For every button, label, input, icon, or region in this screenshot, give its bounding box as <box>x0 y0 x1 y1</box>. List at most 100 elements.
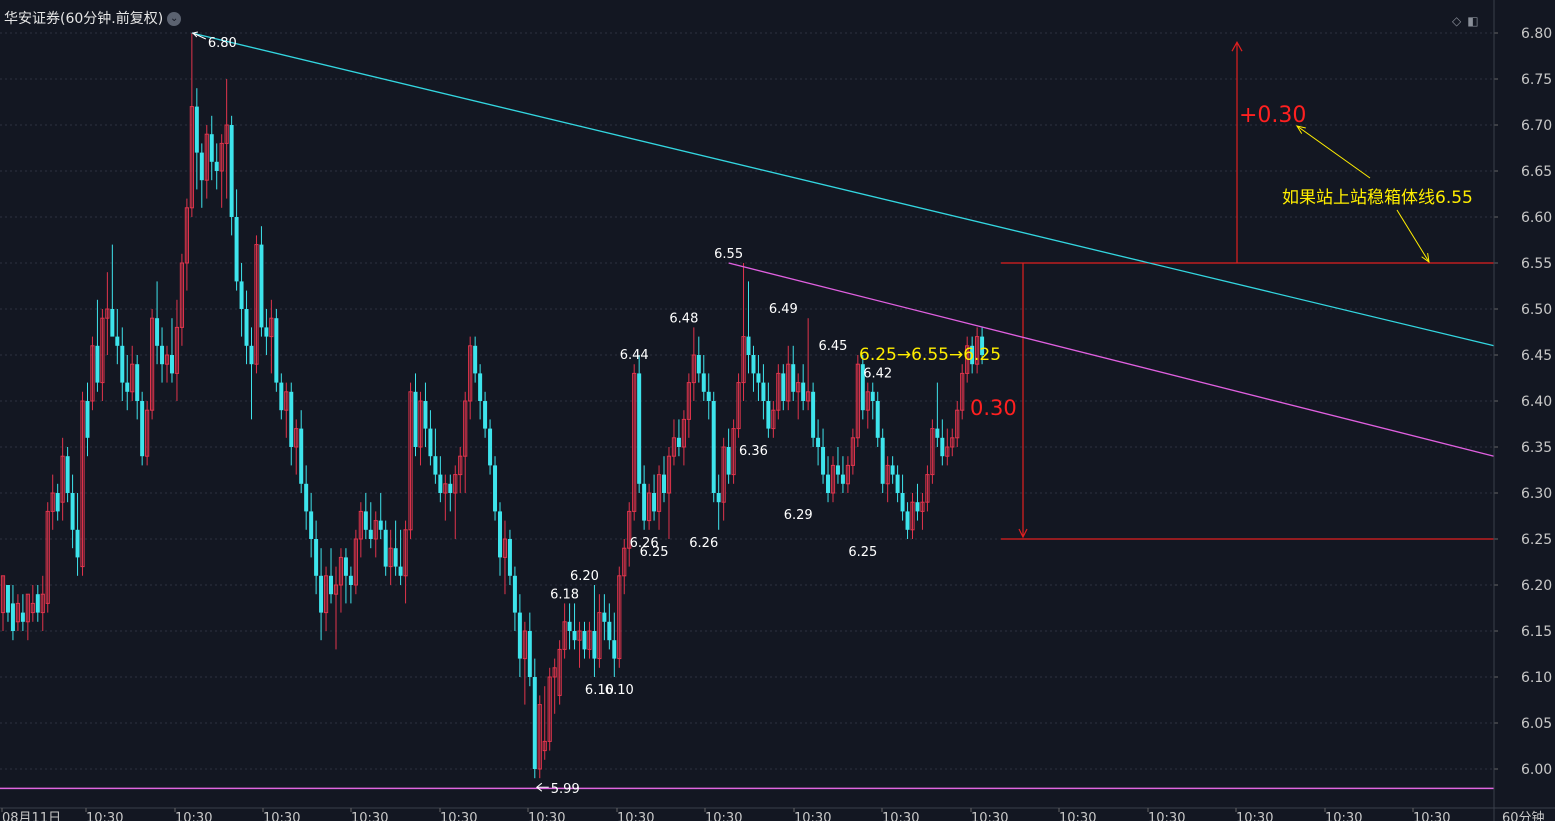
candle-body <box>756 373 761 383</box>
candle <box>741 263 746 401</box>
target-arrow-head <box>1231 40 1243 52</box>
candle-body <box>671 437 677 457</box>
candle-body <box>368 529 373 539</box>
candle-body <box>50 492 55 512</box>
price-label: 6.80 <box>208 36 237 51</box>
candle-body <box>681 418 686 448</box>
candle-body <box>264 327 269 337</box>
chevron-down-icon[interactable]: ⌄ <box>167 12 182 26</box>
candle-body <box>736 382 741 430</box>
candle <box>776 364 781 420</box>
candle-body <box>110 309 115 337</box>
y-tick-label: 6.20 <box>1521 578 1552 594</box>
candle <box>791 345 796 401</box>
y-tick-label: 6.55 <box>1521 256 1552 272</box>
candle-body <box>950 437 955 448</box>
candle-body <box>582 631 587 650</box>
y-tick-label: 6.15 <box>1521 624 1552 640</box>
candle-body <box>150 317 155 411</box>
x-tick-label: 10:30 <box>528 811 565 821</box>
candle <box>418 391 423 466</box>
candle-body <box>174 326 180 374</box>
candle-body <box>473 345 478 374</box>
candle <box>239 263 244 337</box>
candle-body <box>199 152 204 181</box>
candle <box>895 465 900 503</box>
candle <box>557 640 562 705</box>
candle-body <box>323 575 329 614</box>
candle-body <box>642 483 647 521</box>
candle-body <box>761 382 766 401</box>
candle-body <box>55 493 60 512</box>
candle <box>408 382 413 539</box>
candle-body <box>686 382 691 420</box>
candle-body <box>845 464 850 485</box>
price-label: 6.45 <box>819 339 848 354</box>
candle-body <box>483 401 488 429</box>
candle <box>314 520 319 595</box>
candle <box>980 327 985 365</box>
candle-body <box>145 409 150 457</box>
candle <box>637 355 642 493</box>
candle-body <box>304 483 309 512</box>
candle-body <box>532 677 537 769</box>
candle <box>329 548 334 604</box>
x-tick-label: 10:30 <box>971 811 1008 821</box>
candle-body <box>493 465 498 512</box>
candle-body <box>423 401 428 429</box>
candle <box>830 456 836 503</box>
candle <box>150 309 155 420</box>
diamond-icon[interactable]: ◇ <box>1452 14 1462 28</box>
label-leader-head <box>191 31 198 38</box>
panel-toggle-icon[interactable]: ◧ <box>1467 14 1479 28</box>
candle <box>179 253 185 346</box>
candle-body <box>512 575 517 613</box>
candle-body <box>125 382 130 392</box>
candle <box>681 410 686 466</box>
candle <box>498 502 502 576</box>
candle-body <box>353 538 358 586</box>
candle-body <box>70 493 75 530</box>
y-tick-label: 6.35 <box>1521 440 1552 456</box>
candle-body <box>741 336 746 384</box>
candle <box>100 309 105 401</box>
candle <box>567 603 572 650</box>
candle-body <box>179 262 185 328</box>
candle <box>900 474 905 521</box>
candle-body <box>711 401 716 493</box>
price-label: 6.29 <box>784 508 813 523</box>
candle <box>289 382 294 466</box>
candle <box>905 502 910 539</box>
candle <box>90 336 95 411</box>
candle <box>155 281 160 365</box>
candle-body <box>224 124 229 144</box>
candle-body <box>388 547 393 568</box>
candle <box>299 410 304 493</box>
candle <box>761 364 766 420</box>
candle-body <box>299 428 304 484</box>
candle <box>652 474 657 521</box>
candle-body <box>30 602 35 614</box>
candle-body <box>875 401 880 438</box>
candle <box>701 355 706 401</box>
candles <box>0 33 985 779</box>
candle <box>890 456 895 484</box>
candle-body <box>662 474 667 493</box>
candle-body <box>930 428 935 476</box>
candle <box>617 566 622 668</box>
candle-body <box>522 630 527 660</box>
candle-body <box>890 465 895 475</box>
candle-body <box>806 391 811 402</box>
candle <box>80 391 85 576</box>
price-label: 6.26 <box>630 536 659 551</box>
candle-body <box>15 602 21 623</box>
candle <box>383 520 388 576</box>
trend-line <box>191 32 1495 347</box>
candle-body <box>463 400 468 457</box>
candle-body <box>502 538 508 558</box>
candle <box>304 465 309 530</box>
candle <box>259 226 264 337</box>
candle <box>572 603 577 650</box>
candle <box>120 327 125 401</box>
